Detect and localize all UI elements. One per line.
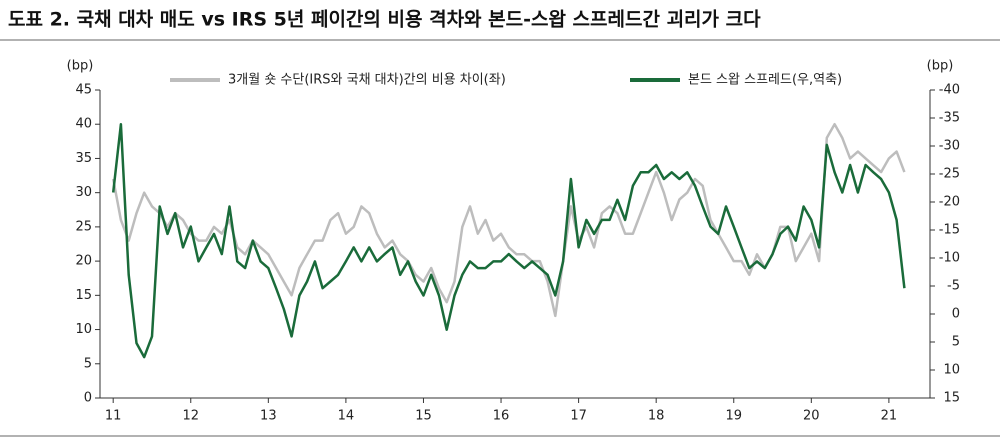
y-tick-label: 35: [75, 151, 92, 166]
y2-tick-label: 5: [952, 335, 960, 350]
y2-tick-label: -35: [939, 111, 960, 126]
y-tick-label: 10: [75, 322, 92, 337]
y2-tick-label: 15: [943, 391, 960, 406]
y-tick-label: 5: [84, 356, 92, 371]
y2-axis-label: (bp): [927, 59, 954, 74]
y-axis-label: (bp): [67, 59, 94, 74]
y-tick-label: 45: [75, 83, 92, 98]
y2-tick-label: -40: [939, 83, 960, 98]
x-tick-label: 17: [570, 409, 587, 424]
y-tick-label: 40: [75, 117, 92, 132]
y-tick-label: 0: [84, 391, 92, 406]
x-tick-label: 14: [338, 409, 355, 424]
y2-tick-label: -30: [939, 139, 960, 154]
y2-tick-label: 0: [952, 307, 960, 322]
x-tick-label: 11: [105, 409, 122, 424]
y2-tick-label: -5: [947, 279, 960, 294]
y2-tick-label: -25: [939, 167, 960, 182]
x-tick-label: 16: [493, 409, 510, 424]
y2-tick-label: -20: [939, 195, 960, 210]
y2-tick-label: -15: [939, 223, 960, 238]
series-line: [111, 122, 906, 359]
legend-label: 본드 스왑 스프레드(우,역축): [688, 73, 842, 88]
y-tick-label: 15: [75, 288, 92, 303]
x-tick-label: 12: [182, 409, 199, 424]
y-tick-label: 20: [75, 254, 92, 269]
x-tick-label: 18: [648, 409, 665, 424]
y-tick-label: 30: [75, 185, 92, 200]
x-tick-label: 21: [881, 409, 898, 424]
x-tick-label: 15: [415, 409, 432, 424]
x-tick-label: 20: [803, 409, 820, 424]
y2-tick-label: -10: [939, 251, 960, 266]
y2-tick-label: 10: [943, 363, 960, 378]
legend-label: 3개월 숏 수단(IRS와 국채 대차)간의 비용 차이(좌): [228, 73, 506, 88]
x-tick-label: 19: [725, 409, 742, 424]
x-tick-label: 13: [260, 409, 277, 424]
chart-title: 도표 2. 국채 대차 매도 vs IRS 5년 페이간의 비용 격차와 본드-…: [8, 9, 761, 31]
y-tick-label: 25: [75, 219, 92, 234]
